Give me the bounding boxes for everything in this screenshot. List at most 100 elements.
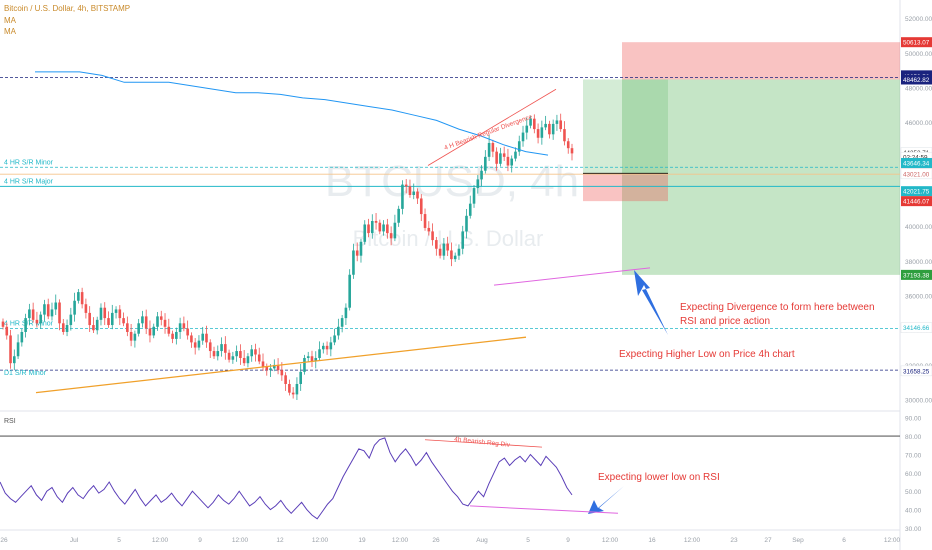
time-tick-label: 12:00 — [232, 537, 249, 544]
stop-zone-upper — [622, 42, 900, 80]
price-badge — [900, 365, 932, 377]
candle-body — [99, 307, 103, 320]
lower-low-note: Expecting lower low on RSI — [598, 472, 720, 483]
price-axis: 52000.0050000.0048000.0046000.0044000.00… — [900, 16, 932, 533]
candle-body — [122, 318, 125, 324]
candle-body — [495, 151, 498, 164]
time-tick-label: 12:00 — [152, 537, 169, 544]
candle-body — [416, 191, 419, 199]
candle-body — [201, 333, 205, 341]
rsi-divergence-label: 4h Bearish Reg Div — [454, 436, 511, 449]
candle-body — [28, 309, 31, 319]
candle-body — [521, 132, 525, 142]
candle-body — [46, 304, 50, 317]
candle-body — [559, 120, 562, 130]
price-tick-label: 36000.00 — [905, 294, 932, 301]
candle-body — [401, 184, 404, 209]
rsi-tick-label: 50.00 — [905, 489, 922, 496]
time-tick-label: 12:00 — [312, 537, 329, 544]
candle-body — [144, 316, 148, 329]
candle-body — [446, 243, 449, 251]
label-4h-major: 4 HR S/R Major — [4, 178, 54, 185]
time-tick-label: 12 — [276, 537, 284, 544]
time-tick-label: 26 — [432, 537, 440, 544]
rsi-lower-low-projection — [469, 505, 619, 514]
time-tick-label: Sep — [792, 537, 804, 544]
price-badge — [901, 196, 932, 207]
ma-legend-1[interactable]: MA — [4, 16, 16, 25]
candle-body — [84, 304, 88, 313]
candle-body — [472, 188, 476, 204]
time-tick-label: 5 — [117, 537, 121, 544]
candle-body — [126, 323, 129, 332]
candle-body — [39, 314, 42, 324]
candle-body — [314, 357, 318, 362]
profit-zone — [622, 79, 900, 275]
ma-legend-2[interactable]: MA — [4, 27, 16, 36]
candle-body — [325, 345, 329, 350]
price-badge — [901, 37, 932, 48]
candle-body — [269, 368, 272, 371]
bearish-divergence-line — [427, 88, 557, 166]
candle-body — [261, 361, 265, 367]
divergence-note-line-2: RSI and price action — [680, 316, 770, 327]
candle-body — [178, 323, 182, 332]
candle-body — [355, 250, 359, 256]
candle-body — [423, 214, 427, 228]
candle-body — [344, 307, 348, 319]
candle-body — [337, 326, 340, 336]
candle-body — [533, 118, 536, 130]
candle-body — [389, 233, 393, 239]
candle-body — [95, 319, 99, 331]
candle-body — [114, 309, 118, 313]
candle-body — [359, 241, 363, 256]
price-tick-label: 48000.00 — [905, 85, 932, 92]
divergence-note-line-1: Expecting Divergence to form here betwee… — [680, 302, 875, 313]
candle-body — [321, 345, 325, 350]
candle-body — [370, 221, 374, 234]
rsi-tick-label: 30.00 — [905, 526, 922, 533]
price-badge — [901, 269, 932, 280]
rsi-divergence-line — [424, 439, 543, 448]
short-profit-zone — [583, 79, 668, 174]
candle-body — [129, 331, 133, 341]
candle-body — [431, 231, 434, 241]
candle-body — [465, 215, 468, 232]
rsi-tick-label: 70.00 — [905, 452, 922, 459]
price-tick-label: 52000.00 — [905, 16, 932, 23]
candle-body — [235, 351, 238, 357]
candle-body — [310, 356, 314, 362]
candle-body — [291, 392, 295, 395]
rsi-tick-label: 60.00 — [905, 471, 922, 478]
candle-body — [386, 224, 389, 234]
time-tick-label: 27 — [764, 537, 772, 544]
candle-body — [367, 224, 370, 234]
candle-body — [20, 331, 24, 343]
candle-body — [35, 319, 39, 324]
candle-body — [318, 349, 321, 358]
higher-low-projection — [493, 267, 651, 286]
candle-body — [13, 356, 16, 364]
candle-body — [306, 356, 310, 358]
label-d1-minor: D1 S/R Minor — [4, 370, 47, 377]
price-badge-label: 41446.07 — [903, 199, 930, 206]
candle-body — [352, 250, 355, 275]
candle-body — [193, 342, 197, 348]
candle-body — [171, 333, 174, 339]
candle-body — [197, 340, 201, 348]
price-badge-label: 31658.25 — [903, 368, 930, 375]
candle-body — [118, 309, 122, 319]
candle-body — [242, 357, 246, 364]
candle-body — [167, 326, 171, 334]
time-tick-label: 26 — [0, 537, 8, 544]
price-tick-label: 30000.00 — [905, 398, 932, 405]
time-tick-label: Jul — [70, 537, 79, 544]
candle-body — [163, 319, 167, 327]
candle-body — [212, 351, 216, 357]
candle-body — [61, 323, 65, 332]
candle-body — [65, 325, 69, 332]
candle-body — [480, 170, 483, 180]
candle-body — [88, 312, 91, 326]
candle-body — [506, 156, 510, 166]
